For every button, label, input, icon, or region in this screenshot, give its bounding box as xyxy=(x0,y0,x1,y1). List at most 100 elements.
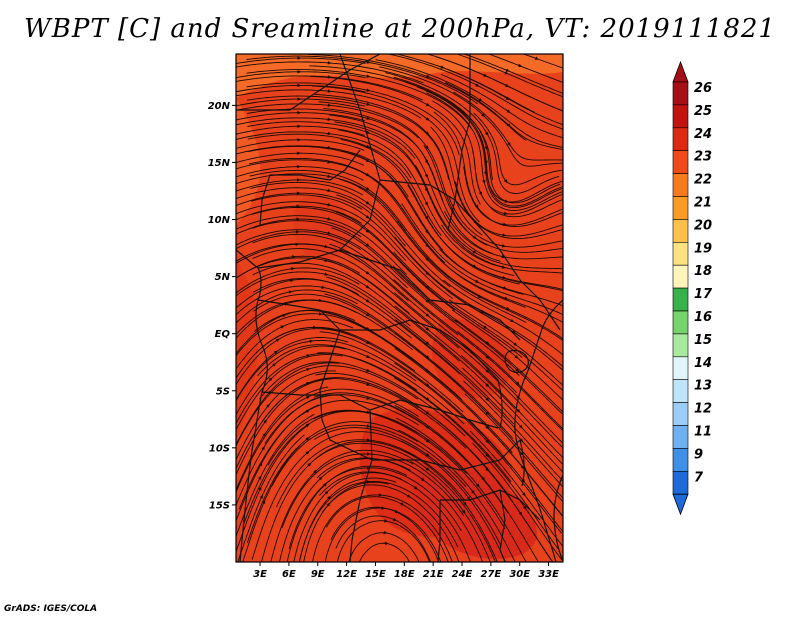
colorbar-segment xyxy=(672,402,689,426)
streamline-arrow xyxy=(365,396,371,400)
streamline xyxy=(410,461,491,562)
streamline-arrow xyxy=(425,74,431,78)
coastline-east xyxy=(514,299,563,562)
lat-label: EQ xyxy=(215,329,231,340)
streamline xyxy=(443,211,563,260)
streamline-arrow xyxy=(365,144,371,148)
wbpt-field-warm-zone-4 xyxy=(411,466,537,559)
streamline xyxy=(464,393,563,503)
streamline-arrow xyxy=(424,201,428,206)
streamline xyxy=(236,289,358,324)
streamline-arrow xyxy=(365,354,371,359)
streamline-arrow xyxy=(365,74,371,78)
streamline-arrow xyxy=(365,60,371,64)
grads-credit: GrADS: IGES/COLA xyxy=(4,604,98,614)
border-7 xyxy=(340,319,499,381)
streamline-arrow xyxy=(424,145,429,150)
streamline-arrow xyxy=(365,284,370,289)
streamline-arrow xyxy=(485,467,489,472)
streamline xyxy=(392,265,563,413)
streamline-arrow xyxy=(305,437,310,441)
streamline-arrow xyxy=(485,453,489,458)
streamline-arrow xyxy=(513,342,518,346)
lon-label: 9E xyxy=(311,569,325,580)
streamline-arrow xyxy=(282,313,287,318)
country-boundaries xyxy=(236,54,563,562)
streamline-arrow xyxy=(326,502,331,507)
streamline-arrow xyxy=(365,102,371,106)
streamline-arrow xyxy=(323,258,329,263)
streamline-arrow xyxy=(280,325,285,329)
lat-label: 10N xyxy=(208,215,231,226)
colorbar-label: 25 xyxy=(694,104,712,119)
colorbar-label: 17 xyxy=(694,287,713,302)
streamline-arrow xyxy=(481,113,485,117)
streamline-arrow xyxy=(471,490,475,495)
streamline-arrow xyxy=(365,298,370,303)
border-15 xyxy=(319,389,373,461)
streamline-arrow xyxy=(275,338,280,343)
streamline-arrow xyxy=(503,211,508,216)
streamline xyxy=(472,150,563,215)
streamline-arrow xyxy=(272,362,277,367)
streamline xyxy=(236,243,361,264)
streamline-arrow xyxy=(305,368,311,372)
streamline-arrow xyxy=(502,286,507,290)
colorbar-bottom-arrow xyxy=(672,493,689,516)
colorbar-segment xyxy=(672,81,689,106)
streamline-arrow xyxy=(406,494,411,498)
streamline xyxy=(440,73,563,139)
colorbar-segment xyxy=(672,127,689,152)
lon-label: 24E xyxy=(452,569,473,580)
streamline-arrow xyxy=(472,235,477,239)
streamline-arrow xyxy=(503,178,508,183)
lat-label: 5S xyxy=(216,386,230,397)
streamline-arrow xyxy=(477,294,482,298)
streamline xyxy=(478,133,563,203)
streamline-arrow xyxy=(425,131,430,136)
streamline-arrow xyxy=(392,517,397,522)
streamline-arrow xyxy=(507,142,511,147)
streamline xyxy=(396,417,527,562)
streamline-arrow xyxy=(365,368,371,372)
lon-label: 12E xyxy=(336,569,357,580)
streamline-arrow xyxy=(522,505,527,510)
streamline-arrow xyxy=(365,200,370,205)
streamline-arrow xyxy=(425,271,430,276)
streamline-arrow xyxy=(475,83,480,87)
streamline-arrow xyxy=(485,411,490,416)
streamline xyxy=(242,445,300,562)
streamline-arrow xyxy=(318,476,323,481)
streamline xyxy=(463,380,563,488)
streamline-arrow xyxy=(501,254,506,259)
streamline-arrow xyxy=(506,123,511,127)
map-plot-area xyxy=(236,54,563,562)
streamline-arrow xyxy=(365,270,370,275)
colorbar-label: 11 xyxy=(694,425,712,440)
streamline-arrow xyxy=(327,495,331,500)
streamline-arrow xyxy=(521,492,526,497)
streamline xyxy=(236,205,362,224)
longitude-axis: 3E 6E 9E 12E 15E 18E 21E 24E 27E 30E 33E xyxy=(253,562,559,580)
streamline-arrow xyxy=(472,250,477,254)
streamline-arrow xyxy=(324,490,329,495)
streamline-arrow xyxy=(266,403,270,408)
streamline xyxy=(463,54,563,94)
streamline-arrow xyxy=(365,88,371,92)
streamline-arrow xyxy=(320,285,326,290)
latitude-axis: 20N 15N 10N 5N EQ 5S 10S 15S xyxy=(208,101,236,511)
streamline-arrow xyxy=(511,330,516,334)
streamline xyxy=(236,173,406,232)
streamline xyxy=(236,201,407,262)
streamline xyxy=(236,370,336,461)
streamline xyxy=(375,59,563,148)
streamline xyxy=(463,166,563,226)
streamline xyxy=(236,345,346,416)
streamline xyxy=(312,494,453,562)
streamline-arrow xyxy=(258,486,262,491)
streamline-arrow xyxy=(305,354,311,358)
streamline-arrow xyxy=(510,318,515,323)
streamline-arrow xyxy=(365,215,370,219)
border-13 xyxy=(499,489,506,562)
streamline xyxy=(416,86,563,209)
